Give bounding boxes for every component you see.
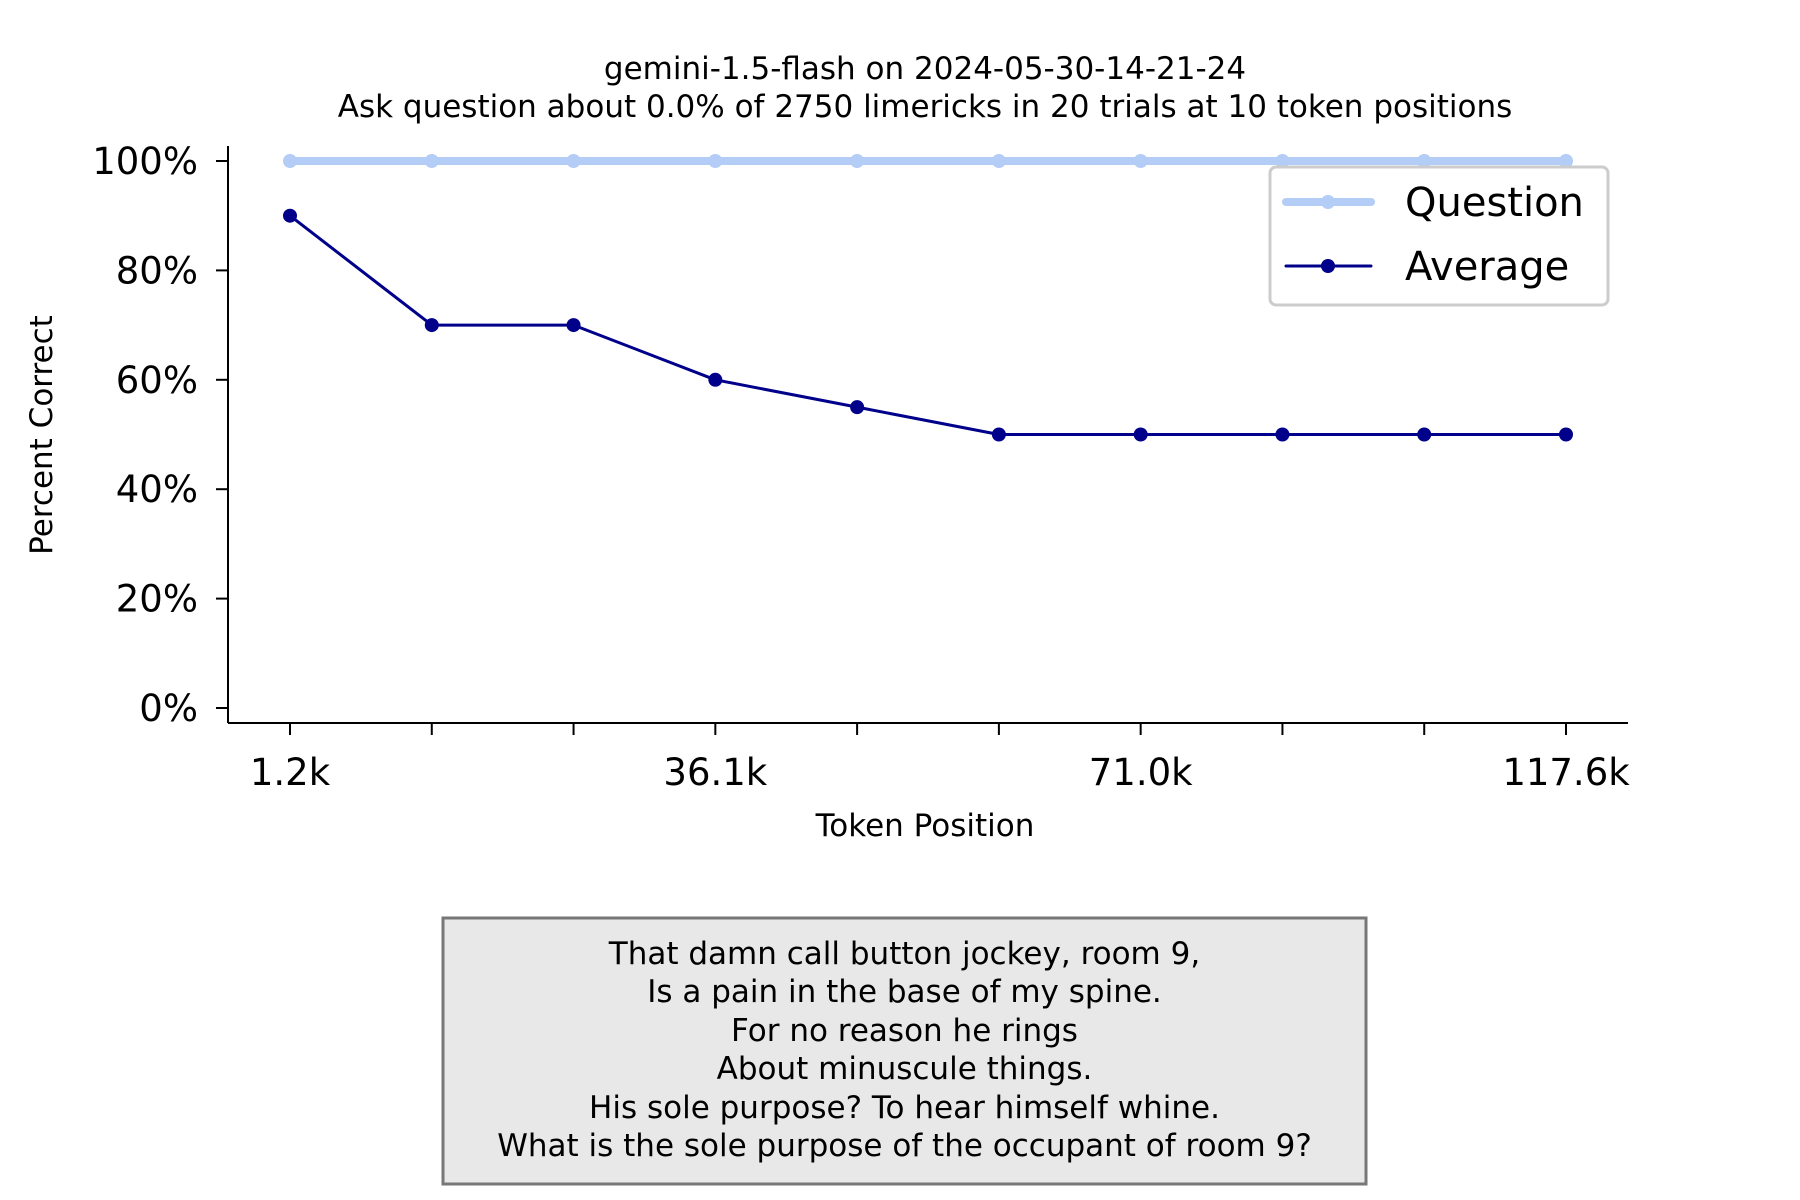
series-layer (283, 154, 1573, 442)
data-point-question (850, 154, 865, 168)
x-tick-label: 36.1k (663, 751, 767, 794)
y-axis-label: Percent Correct (24, 315, 60, 555)
legend-marker-average (1321, 259, 1335, 273)
data-point-question (1275, 154, 1290, 168)
data-point-question (1133, 154, 1148, 168)
data-point-question (424, 154, 439, 168)
limerick-line: For no reason he rings (731, 1013, 1078, 1049)
data-point-question (1559, 154, 1573, 168)
data-point-average (283, 208, 297, 223)
series-question (283, 154, 1573, 168)
data-point-question (708, 154, 723, 168)
limerick-box-frame (441, 916, 1368, 1186)
data-point-average (566, 318, 581, 333)
data-point-question (566, 154, 581, 168)
data-point-average (991, 427, 1006, 442)
x-tick-label: 117.6k (1502, 751, 1630, 794)
y-tick-label: 0% (139, 687, 198, 730)
data-point-average (1559, 427, 1573, 442)
x-axis: 1.2k 36.1k 71.0k 117.6k (228, 722, 1630, 794)
series-line-average (288, 214, 1568, 436)
y-tick-label: 60% (116, 359, 198, 402)
y-tick-label: 100% (92, 140, 198, 183)
x-axis-label: Token Position (815, 808, 1035, 844)
series-average (283, 208, 1573, 442)
data-point-average (850, 400, 865, 415)
limerick-question: What is the sole purpose of the occupant… (497, 1128, 1312, 1164)
legend-label-question: Question (1405, 180, 1584, 226)
data-point-question (283, 154, 297, 168)
data-point-average (424, 318, 439, 333)
data-point-average (1275, 427, 1290, 442)
limerick-line: That damn call button jockey, room 9, (608, 936, 1200, 972)
y-axis: 0% 20% 40% 60% 80% 100% (92, 140, 229, 730)
data-point-average (1417, 427, 1432, 442)
y-tick-label: 80% (116, 249, 198, 292)
data-point-question (991, 154, 1006, 168)
data-point-average (1133, 427, 1148, 442)
limerick-line: Is a pain in the base of my spine. (647, 974, 1162, 1010)
legend-label-average: Average (1405, 244, 1569, 290)
limerick-question: His sole purpose? To hear himself whine. (589, 1090, 1220, 1126)
y-tick-label: 40% (116, 468, 198, 511)
limerick-line: About minuscule things. (717, 1051, 1093, 1087)
legend: Question Average (1268, 165, 1610, 307)
chart-title: gemini-1.5-flash on 2024-05-30-14-21-24 (604, 51, 1246, 87)
chart-subtitle: Ask question about 0.0% of 2750 limerick… (338, 89, 1513, 125)
limerick-box: That damn call button jockey, room 9, Is… (441, 916, 1368, 1186)
x-tick-label: 1.2k (250, 751, 331, 794)
y-tick-label: 20% (116, 578, 198, 621)
data-point-average (708, 372, 723, 387)
data-point-question (1417, 154, 1432, 168)
x-tick-label: 71.0k (1089, 751, 1193, 794)
legend-marker-question (1321, 195, 1335, 209)
